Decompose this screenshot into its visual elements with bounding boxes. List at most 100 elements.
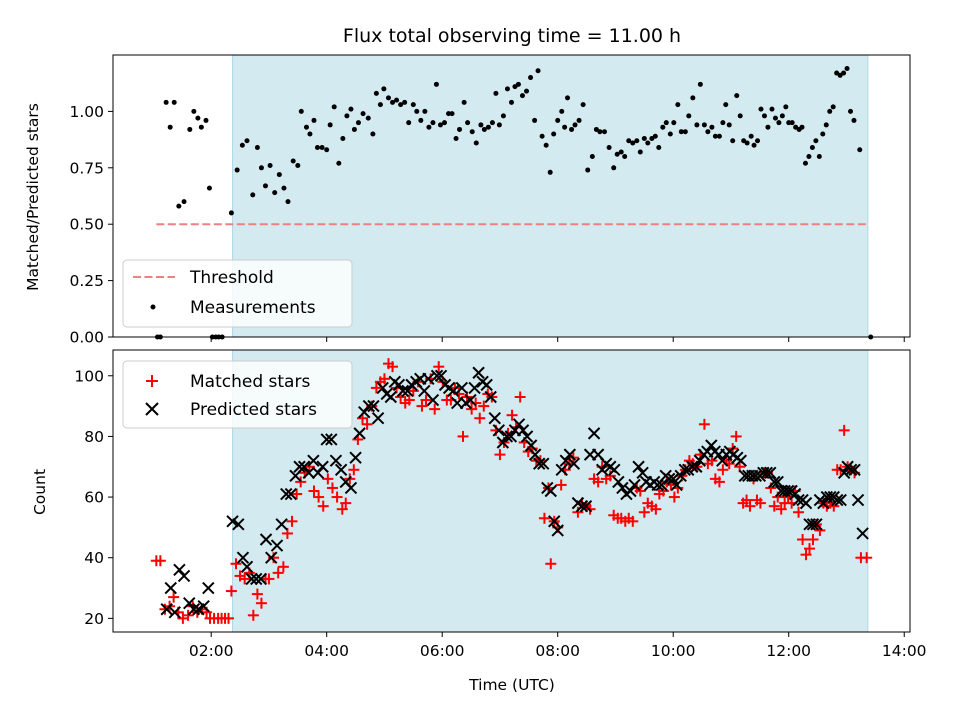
count-x-axis-label: Time (UTC) (468, 676, 555, 694)
predicted-stars-point (595, 463, 609, 476)
measurements-point (446, 111, 452, 117)
predicted-stars-point (768, 475, 781, 489)
predicted-stars-point (302, 466, 315, 480)
measurements-point (606, 144, 612, 150)
measurements-point (433, 81, 439, 87)
measurements-point (319, 144, 325, 150)
matched-stars-point (326, 482, 338, 494)
measurements-point (250, 192, 256, 198)
matched-stars-point (730, 430, 742, 442)
ratio-legend: Threshold Measurements (122, 259, 353, 328)
predicted-stars-point (422, 372, 435, 386)
matched-stars-point (470, 397, 482, 409)
measurements-point (576, 117, 582, 123)
chart-title: Flux total observing time = 11.00 h (343, 25, 681, 47)
measurements-point (848, 108, 854, 114)
y-tick-label: 0.75 (69, 159, 104, 177)
y-tick-label: 100 (74, 367, 104, 385)
measurements-point (705, 129, 711, 135)
y-tick-label: 0.25 (69, 272, 104, 290)
predicted-stars-point (280, 487, 293, 501)
measurements-point (761, 113, 767, 119)
matched-stars-point (255, 597, 267, 609)
measurements-point (473, 140, 479, 146)
predicted-stars-point (705, 439, 718, 452)
measurements-point (585, 167, 591, 173)
measurements-point (543, 142, 549, 148)
measurements-point (203, 117, 209, 123)
predicted-stars-point (197, 600, 210, 613)
measurements-point (171, 99, 177, 105)
legend-matched-swatch (146, 375, 158, 387)
predicted-stars-point (810, 518, 823, 531)
predicted-stars-point (353, 427, 366, 440)
predicted-stars-point (358, 405, 371, 419)
predicted-stars-point (307, 454, 320, 467)
matched-stars-point (313, 491, 325, 503)
predicted-stars-point (575, 499, 589, 513)
measurements-point (336, 160, 342, 166)
predicted-stars-point (455, 381, 469, 395)
predicted-stars-point (496, 436, 510, 449)
x-tick-label: 08:00 (535, 642, 580, 660)
predicted-stars-point (177, 569, 191, 583)
measurements-point (597, 129, 603, 135)
matched-stars-point (793, 506, 805, 518)
matched-stars-point (416, 400, 428, 412)
matched-stars-point (370, 382, 382, 394)
measurements-point (667, 131, 673, 137)
measurements-point (191, 108, 197, 114)
matched-stars-point (698, 418, 710, 430)
measurements-point (641, 135, 647, 141)
matched-stars-point (336, 503, 348, 515)
measurements-point (430, 120, 436, 126)
count-legend-box (122, 360, 353, 429)
measurements-point (690, 95, 696, 101)
matched-stars-point (478, 400, 490, 412)
measurements-point (772, 115, 778, 121)
measurements-point (390, 99, 396, 105)
matched-stars-point (331, 491, 343, 503)
measurements-point (678, 129, 684, 135)
matched-stars-point (182, 609, 194, 621)
measurements-point (671, 120, 677, 126)
measurements-point (234, 167, 240, 173)
measurements-point (611, 165, 617, 171)
x-tick-label: 14:00 (882, 642, 927, 660)
matched-stars-point (717, 464, 729, 476)
matched-stars-point (239, 573, 251, 585)
predicted-stars-point (537, 457, 550, 470)
count-legend: Matched stars Predicted stars (122, 360, 353, 429)
predicted-stars-point (468, 381, 481, 395)
predicted-stars-point (662, 472, 676, 486)
measurements-point (634, 138, 640, 144)
measurements-point (187, 126, 193, 132)
measurements-point (783, 104, 789, 110)
measurements-point (744, 140, 750, 146)
measurements-point (559, 108, 565, 114)
measurements-point (485, 124, 491, 130)
legend-measurements-label: Measurements (190, 298, 316, 318)
count-y-axis-label: Count (31, 469, 49, 515)
predicted-stars-point (799, 496, 813, 510)
ratio-x-ticks (210, 337, 905, 342)
measurements-point (500, 113, 506, 119)
count-points (150, 358, 873, 624)
predicted-stars-point (392, 378, 406, 392)
predicted-stars-point (616, 481, 629, 495)
predicted-stars-point (259, 533, 273, 546)
predicted-stars-point (674, 469, 687, 483)
measurements-point (675, 102, 681, 108)
measurements-point (528, 75, 534, 81)
predicted-stars-point (551, 524, 564, 537)
measurements-point (406, 120, 412, 126)
predicted-stars-point (516, 424, 530, 437)
measurements-point (272, 190, 278, 196)
predicted-stars-point (690, 460, 703, 473)
predicted-stars-point (168, 606, 182, 619)
measurements-point (686, 113, 692, 119)
measurements-point (697, 81, 703, 87)
matched-stars-point (340, 497, 352, 509)
measurements-point (660, 124, 666, 130)
count-y-ticks: 20 40 60 80 100 (74, 367, 113, 628)
